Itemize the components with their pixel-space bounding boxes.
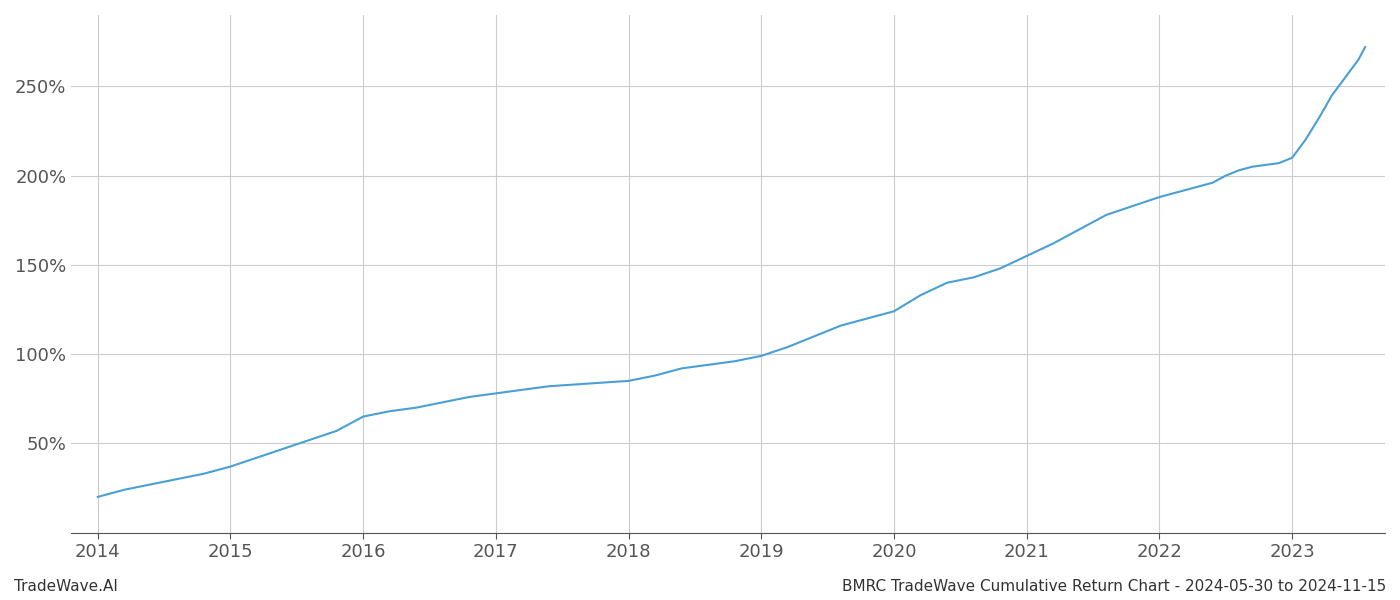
Text: TradeWave.AI: TradeWave.AI bbox=[14, 579, 118, 594]
Text: BMRC TradeWave Cumulative Return Chart - 2024-05-30 to 2024-11-15: BMRC TradeWave Cumulative Return Chart -… bbox=[841, 579, 1386, 594]
